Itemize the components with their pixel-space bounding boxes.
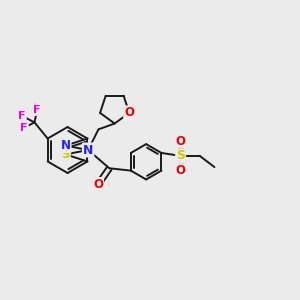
Text: O: O [176, 135, 186, 148]
Text: F: F [18, 111, 26, 121]
Text: S: S [61, 148, 70, 161]
Text: F: F [33, 105, 40, 115]
Text: F: F [20, 123, 28, 133]
Text: O: O [176, 164, 186, 177]
Text: S: S [176, 149, 185, 162]
Text: O: O [93, 178, 103, 191]
Text: N: N [61, 139, 70, 152]
Text: N: N [83, 143, 93, 157]
Text: O: O [124, 106, 134, 119]
